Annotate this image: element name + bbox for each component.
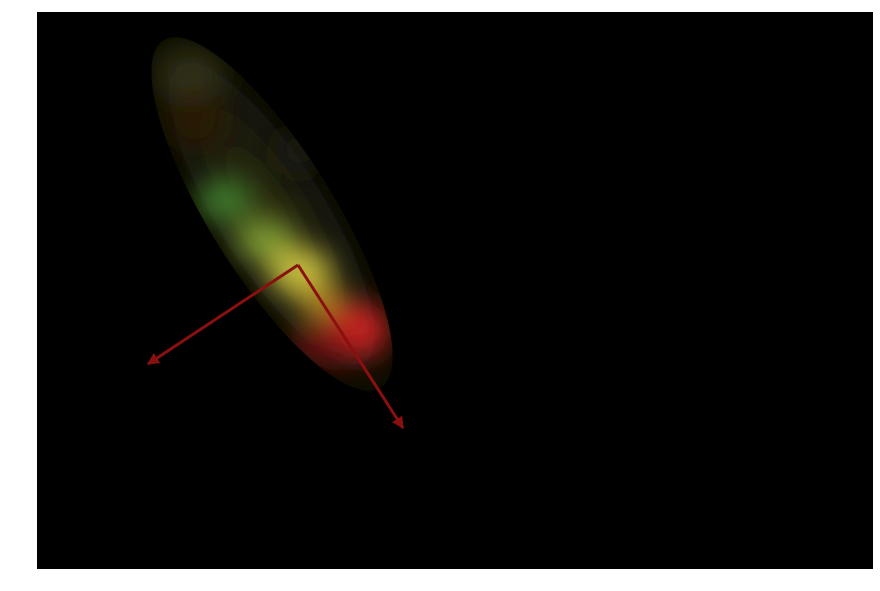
arrow <box>296 264 405 430</box>
arrow <box>146 263 299 366</box>
axes-arrows <box>146 263 405 430</box>
